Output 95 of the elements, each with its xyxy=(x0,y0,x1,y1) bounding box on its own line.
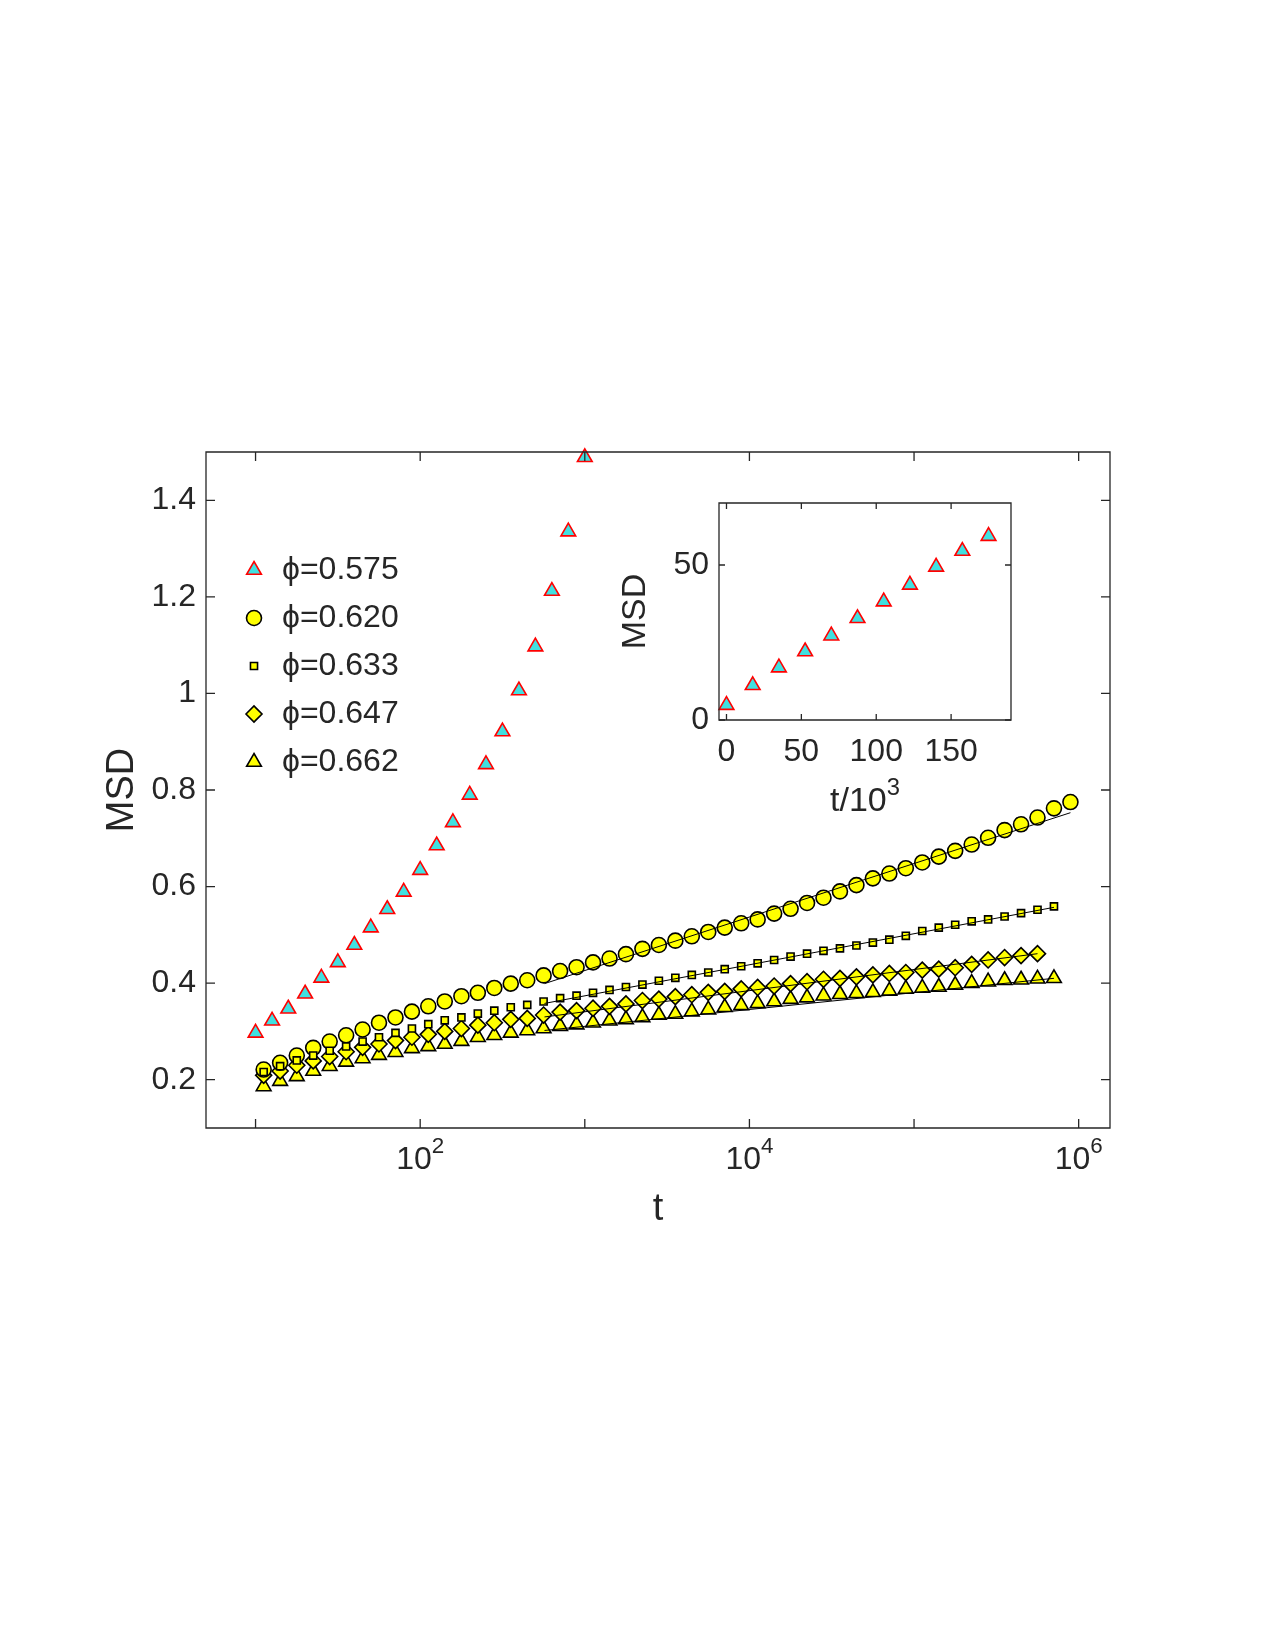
point xyxy=(436,993,454,1010)
point xyxy=(518,1009,537,1028)
x-tick-label: 100 xyxy=(849,731,903,768)
point xyxy=(765,992,783,1007)
point xyxy=(849,609,866,624)
point xyxy=(699,983,718,1002)
point xyxy=(535,967,552,984)
point xyxy=(796,642,814,657)
y-tick-label: 0.2 xyxy=(151,1059,196,1096)
point xyxy=(485,1013,504,1032)
point xyxy=(954,541,971,557)
point xyxy=(798,894,816,912)
point xyxy=(308,1051,318,1060)
point xyxy=(435,1022,454,1041)
point xyxy=(337,1026,355,1044)
point xyxy=(782,989,799,1005)
y-axis-title: MSD xyxy=(614,573,653,650)
point xyxy=(798,988,816,1003)
x-tick-label: 50 xyxy=(783,731,820,768)
point xyxy=(341,1042,351,1051)
point xyxy=(927,557,945,572)
point xyxy=(650,990,668,1008)
point xyxy=(354,1021,371,1038)
point xyxy=(946,958,964,977)
point xyxy=(901,575,919,590)
point xyxy=(551,962,569,980)
point xyxy=(501,1010,520,1029)
point xyxy=(683,985,701,1004)
legend-label: ϕ=0.620 xyxy=(282,597,399,634)
point xyxy=(1045,800,1063,817)
point xyxy=(568,958,585,976)
x-axis-title: t xyxy=(652,1186,664,1229)
point xyxy=(1028,944,1047,963)
point xyxy=(749,911,766,928)
point xyxy=(473,1009,483,1018)
point xyxy=(469,1016,487,1034)
point xyxy=(391,1028,400,1038)
y-tick-label: 1 xyxy=(178,673,196,710)
point xyxy=(370,1014,388,1032)
point xyxy=(601,950,618,967)
point xyxy=(539,997,548,1006)
point xyxy=(452,1019,471,1038)
point xyxy=(506,1002,516,1012)
point xyxy=(486,979,503,997)
point xyxy=(419,998,437,1015)
point xyxy=(980,526,997,542)
y-tick-label: 0.8 xyxy=(151,769,196,806)
point xyxy=(1012,815,1030,833)
y-tick-label: 0.4 xyxy=(151,962,196,999)
y-tick-label: 1.4 xyxy=(151,480,196,517)
legend-label: ϕ=0.633 xyxy=(282,645,399,682)
point xyxy=(744,675,761,691)
point xyxy=(1045,969,1063,984)
point xyxy=(875,592,892,607)
point xyxy=(831,984,849,1000)
point xyxy=(732,914,750,932)
point xyxy=(358,1037,367,1046)
point xyxy=(292,1056,302,1065)
point xyxy=(403,1003,421,1020)
point xyxy=(502,975,520,992)
point xyxy=(765,905,783,922)
x-tick-label: 150 xyxy=(924,731,978,768)
point xyxy=(815,889,832,906)
point xyxy=(770,658,788,673)
y-tick-label: 1.2 xyxy=(151,576,196,613)
legend-label: ϕ=0.575 xyxy=(282,549,399,586)
point xyxy=(489,1006,499,1015)
point xyxy=(823,626,840,641)
point xyxy=(584,954,602,971)
point xyxy=(387,1009,404,1026)
point xyxy=(749,994,766,1009)
point xyxy=(440,1015,450,1025)
point xyxy=(374,1032,384,1042)
point xyxy=(733,996,750,1011)
point xyxy=(407,1024,417,1033)
point xyxy=(522,1000,532,1010)
point xyxy=(1049,902,1059,911)
x-tick-label: 0 xyxy=(717,731,736,768)
point xyxy=(518,971,536,989)
point xyxy=(1062,793,1079,811)
point xyxy=(423,1019,433,1029)
y-axis-title: MSD xyxy=(99,747,142,833)
point xyxy=(782,900,799,918)
point xyxy=(815,986,832,1001)
legend-label: ϕ=0.647 xyxy=(282,693,399,730)
point xyxy=(453,987,470,1005)
point xyxy=(469,984,487,1002)
legend-label: ϕ=0.662 xyxy=(282,741,399,778)
point xyxy=(534,1006,553,1024)
point xyxy=(848,983,865,999)
y-tick-label: 0.6 xyxy=(151,866,196,903)
point xyxy=(457,1013,466,1022)
point xyxy=(718,695,735,711)
point xyxy=(325,1046,335,1056)
point xyxy=(1029,809,1046,826)
